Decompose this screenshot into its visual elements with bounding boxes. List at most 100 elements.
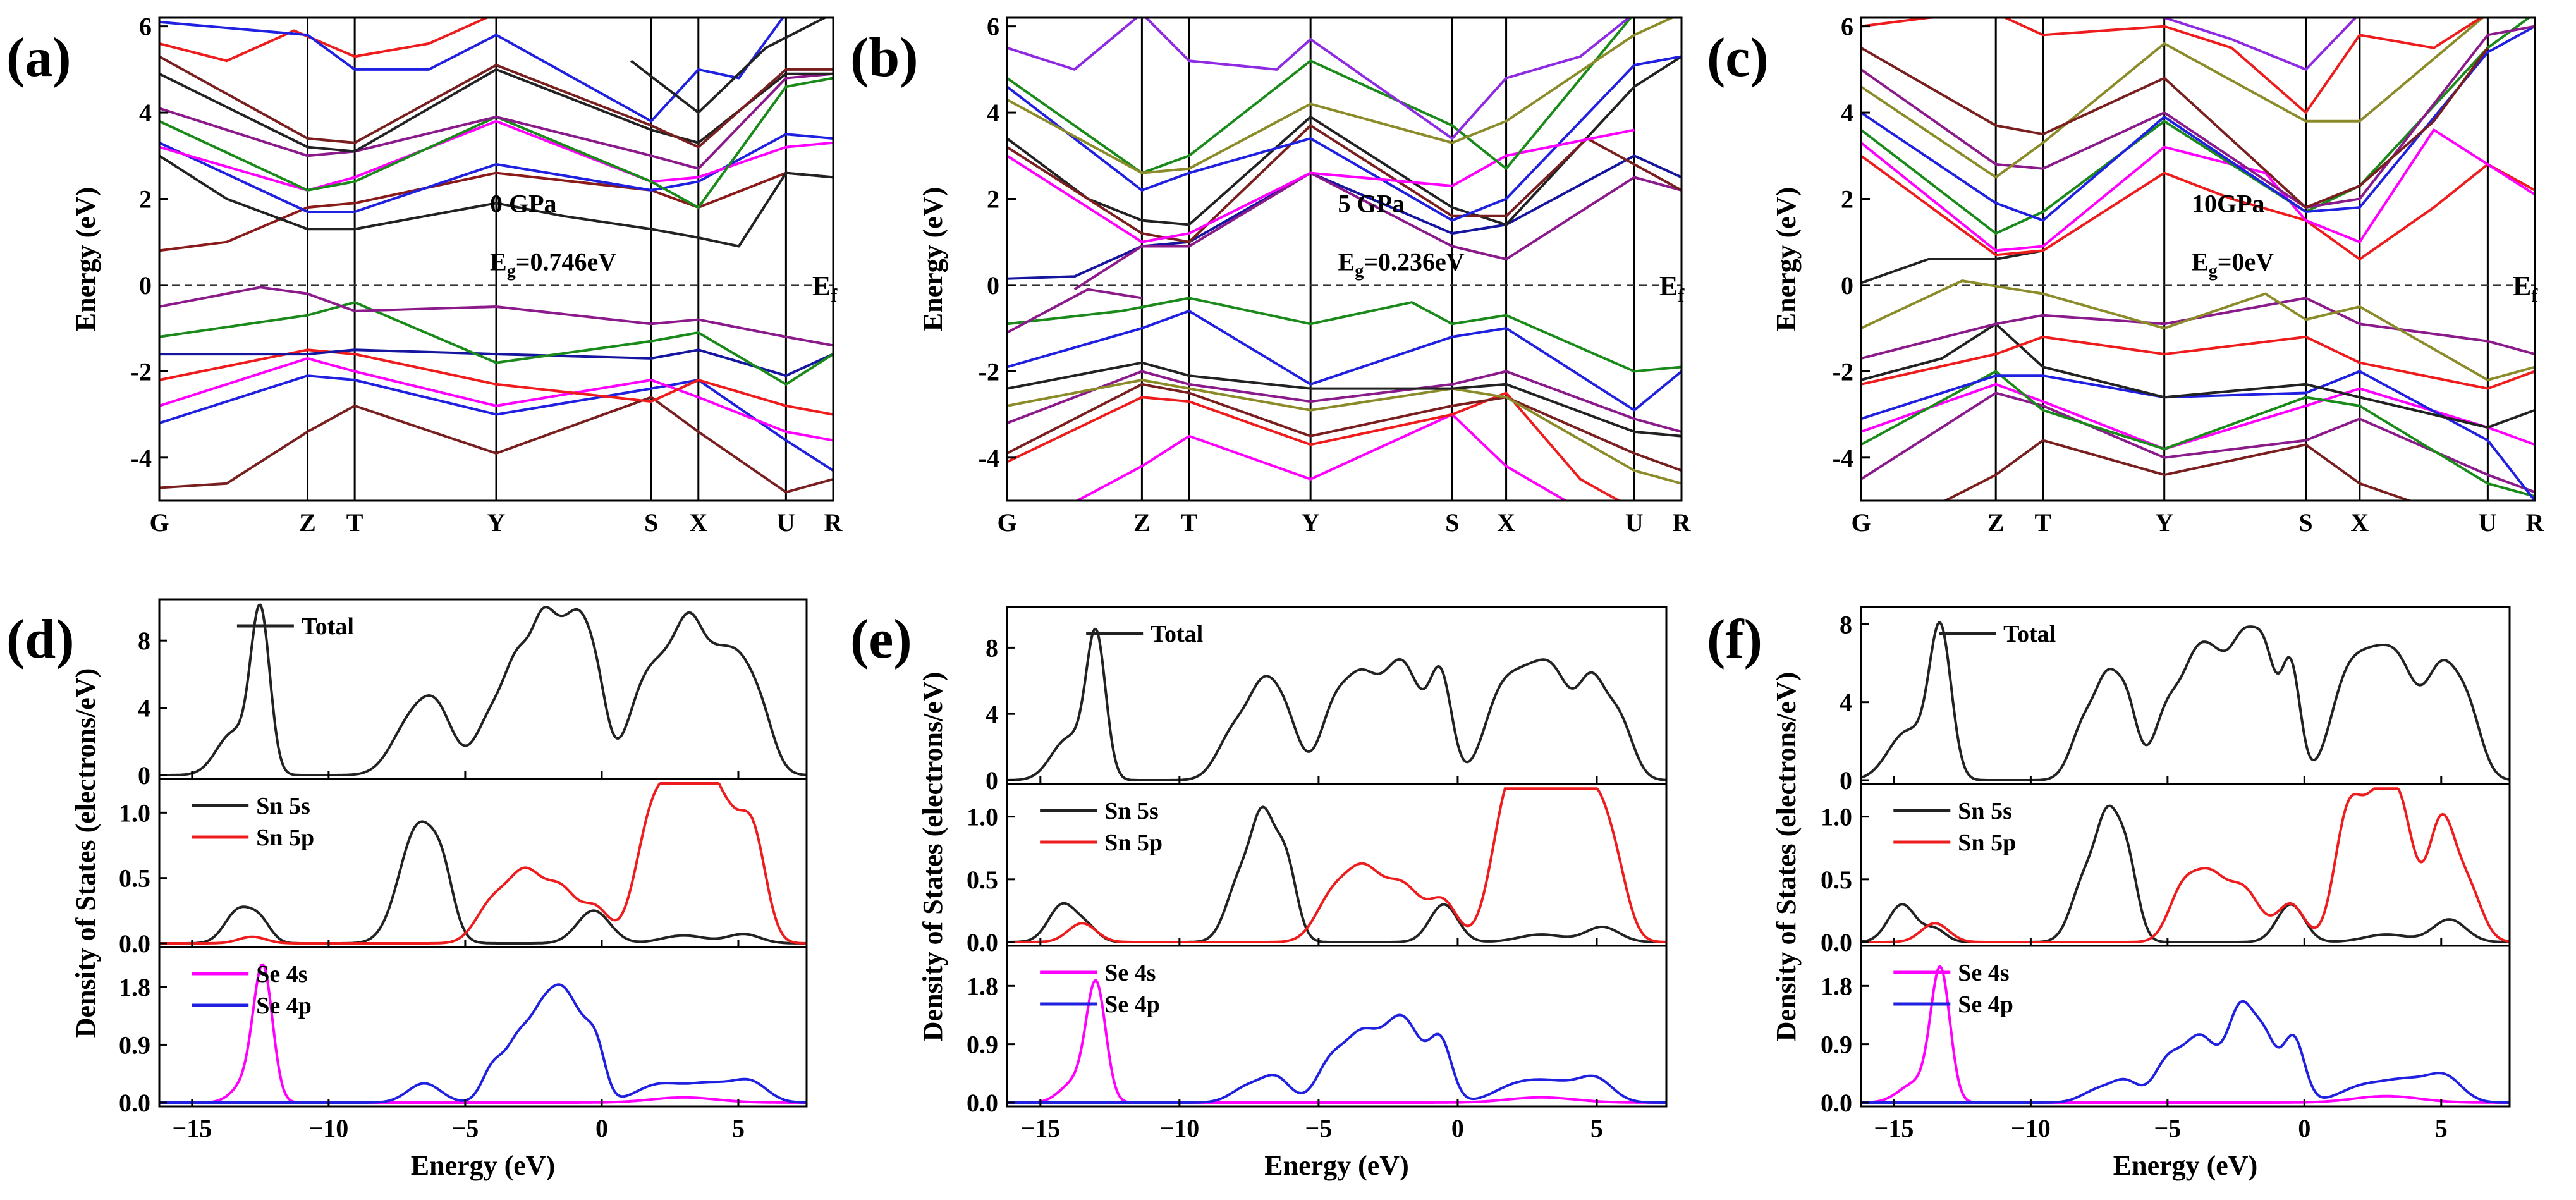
y-tick-label: 6: [1841, 13, 1853, 41]
x-tick-label: −10: [308, 1114, 348, 1142]
kpoint-label: X: [1497, 508, 1515, 537]
y-tick-label: 0.5: [1821, 866, 1852, 894]
y-tick-label: 0: [987, 271, 999, 300]
dos-frame: [1006, 945, 1668, 1108]
band-line: [1861, 46, 2489, 209]
band-lines: [1007, 18, 1682, 501]
y-tick-label: -2: [131, 357, 152, 386]
gap-value: =0.236eV: [1364, 247, 1465, 276]
band-line: [1861, 370, 2535, 498]
band-line: [1861, 249, 2044, 285]
band-line: [159, 396, 833, 494]
band-line: [159, 68, 833, 153]
panel-label: (f): [1707, 609, 1762, 670]
dos-curve: [159, 603, 807, 776]
x-tick-label: 5: [1590, 1114, 1603, 1142]
y-tick-label: 0.0: [1821, 1089, 1852, 1117]
dos-y-axis-label: Density of States (electrons/eV): [917, 672, 948, 1041]
fermi-subscript: f: [2531, 285, 2538, 306]
x-tick-label: −15: [1020, 1114, 1060, 1142]
dos-curve: [1860, 621, 2510, 781]
band-line: [1861, 154, 2535, 260]
dos-y-axis-label: Density of States (electrons/eV): [70, 668, 101, 1038]
legend-label: Sn 5s: [1104, 798, 1159, 824]
kpoint-label: Y: [2155, 508, 2173, 537]
band-line: [159, 18, 784, 123]
legend-label: Total: [2003, 621, 2056, 647]
dos-curve: [159, 983, 807, 1104]
y-tick-label: 4: [1841, 99, 1853, 127]
band-frame: [1006, 16, 1683, 502]
fermi-symbol: E: [1659, 271, 1678, 302]
band-line: [159, 154, 833, 248]
x-tick-label: 5: [2435, 1114, 2448, 1142]
kpoint-label: G: [1851, 508, 1871, 537]
fermi-subscript: f: [1678, 285, 1685, 306]
y-tick-label: 0: [1841, 271, 1853, 300]
kpoint-label: X: [689, 508, 707, 537]
fermi-symbol: E: [2513, 271, 2531, 302]
band-line: [1942, 439, 2414, 501]
y-tick-label: 4: [1840, 689, 1852, 717]
dos-curve: [1007, 1013, 1666, 1104]
band-line: [1007, 379, 1682, 485]
dos-panel-e: 0 4 8 Total 0.0 0.5 1.0 Sn 5s Sn 5p 0.0 0.9 1.8 Se 4…: [850, 606, 1668, 1181]
kpoint-label: T: [2034, 508, 2051, 537]
legend-label: Total: [1151, 621, 1203, 647]
dos-curve: [1007, 979, 1666, 1104]
legend-label: Sn 5s: [1958, 798, 2012, 824]
kpoint-label: U: [1625, 508, 1644, 537]
y-tick-label: 1.8: [967, 972, 998, 1000]
dos-subplot: 0.0 0.9 1.8 Se 4s Se 4p: [1821, 945, 2511, 1117]
band-line: [1007, 370, 1682, 433]
dos-subplot: 0 4 8 Total: [138, 598, 808, 790]
kpoint-label: Y: [1302, 508, 1320, 537]
band-line: [159, 301, 833, 386]
band-line: [1007, 391, 1622, 501]
dos-subplot: 0.0 0.9 1.8 Se 4s Se 4p: [967, 945, 1668, 1117]
dos-subplot: 0 4 8 Total: [986, 606, 1668, 795]
band-line: [159, 18, 490, 63]
dos-frame: [158, 946, 808, 1108]
band-line: [1861, 18, 2532, 235]
dos-curve: [1861, 787, 2510, 943]
band-line: [2164, 18, 2358, 71]
band-lines: [159, 18, 833, 494]
legend-label: Sn 5p: [1958, 830, 2016, 856]
band-line: [1007, 361, 1682, 438]
band-line: [1007, 297, 1682, 373]
y-tick-label: 1.0: [1821, 803, 1852, 831]
band-line: [159, 55, 833, 149]
y-axis-label: Energy (eV): [1771, 187, 1802, 332]
dos-curve: [159, 820, 807, 945]
band-line: [1007, 18, 1631, 140]
y-tick-label: 2: [1841, 185, 1853, 214]
dos-subplot: 0 4 8 Total: [1840, 606, 2511, 795]
dos-curve: [1860, 965, 2510, 1104]
kpoint-label: R: [2526, 508, 2545, 537]
y-tick-label: 0: [986, 766, 998, 795]
kpoint-label: Y: [487, 508, 506, 537]
y-tick-label: 4: [986, 700, 998, 728]
y-tick-label: 0.5: [119, 864, 150, 893]
y-tick-label: 0: [1840, 766, 1852, 795]
band-panel-b: -4 -2 0 2 4 6 G Z T Y S X U R Energy (eV) (b) 5 GPa Eg=0.…: [850, 13, 1692, 537]
y-tick-label: 0.9: [119, 1031, 150, 1059]
y-tick-label: -4: [1833, 444, 1853, 472]
kpoint-label: G: [149, 508, 169, 537]
legend-label: Sn 5s: [256, 793, 310, 819]
kpoint-label: S: [644, 508, 658, 537]
y-tick-label: 0.9: [1821, 1031, 1852, 1059]
x-tick-label: −5: [1305, 1114, 1332, 1142]
y-tick-label: 0.5: [967, 866, 998, 894]
gap-annotation: Eg=0eV: [2192, 247, 2274, 281]
band-line: [1861, 279, 2535, 381]
y-tick-label: 8: [138, 627, 150, 655]
x-tick-label: −15: [1874, 1114, 1914, 1142]
kpoint-label: G: [997, 508, 1016, 537]
y-tick-label: 6: [987, 13, 999, 41]
band-line: [1007, 288, 1142, 334]
x-tick-label: −5: [2154, 1114, 2181, 1142]
pressure-annotation: 0 GPa: [490, 189, 557, 217]
fermi-label: Ef: [1659, 271, 1685, 306]
